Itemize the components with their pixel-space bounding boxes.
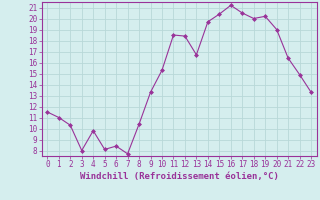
X-axis label: Windchill (Refroidissement éolien,°C): Windchill (Refroidissement éolien,°C): [80, 172, 279, 181]
